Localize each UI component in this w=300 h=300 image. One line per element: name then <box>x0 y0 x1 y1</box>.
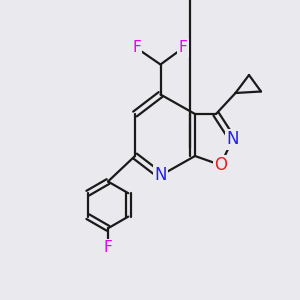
Text: F: F <box>103 240 112 255</box>
Text: N: N <box>154 167 167 184</box>
Text: N: N <box>226 130 239 148</box>
Text: F: F <box>132 40 141 56</box>
Text: F: F <box>178 40 188 56</box>
Text: O: O <box>214 156 227 174</box>
